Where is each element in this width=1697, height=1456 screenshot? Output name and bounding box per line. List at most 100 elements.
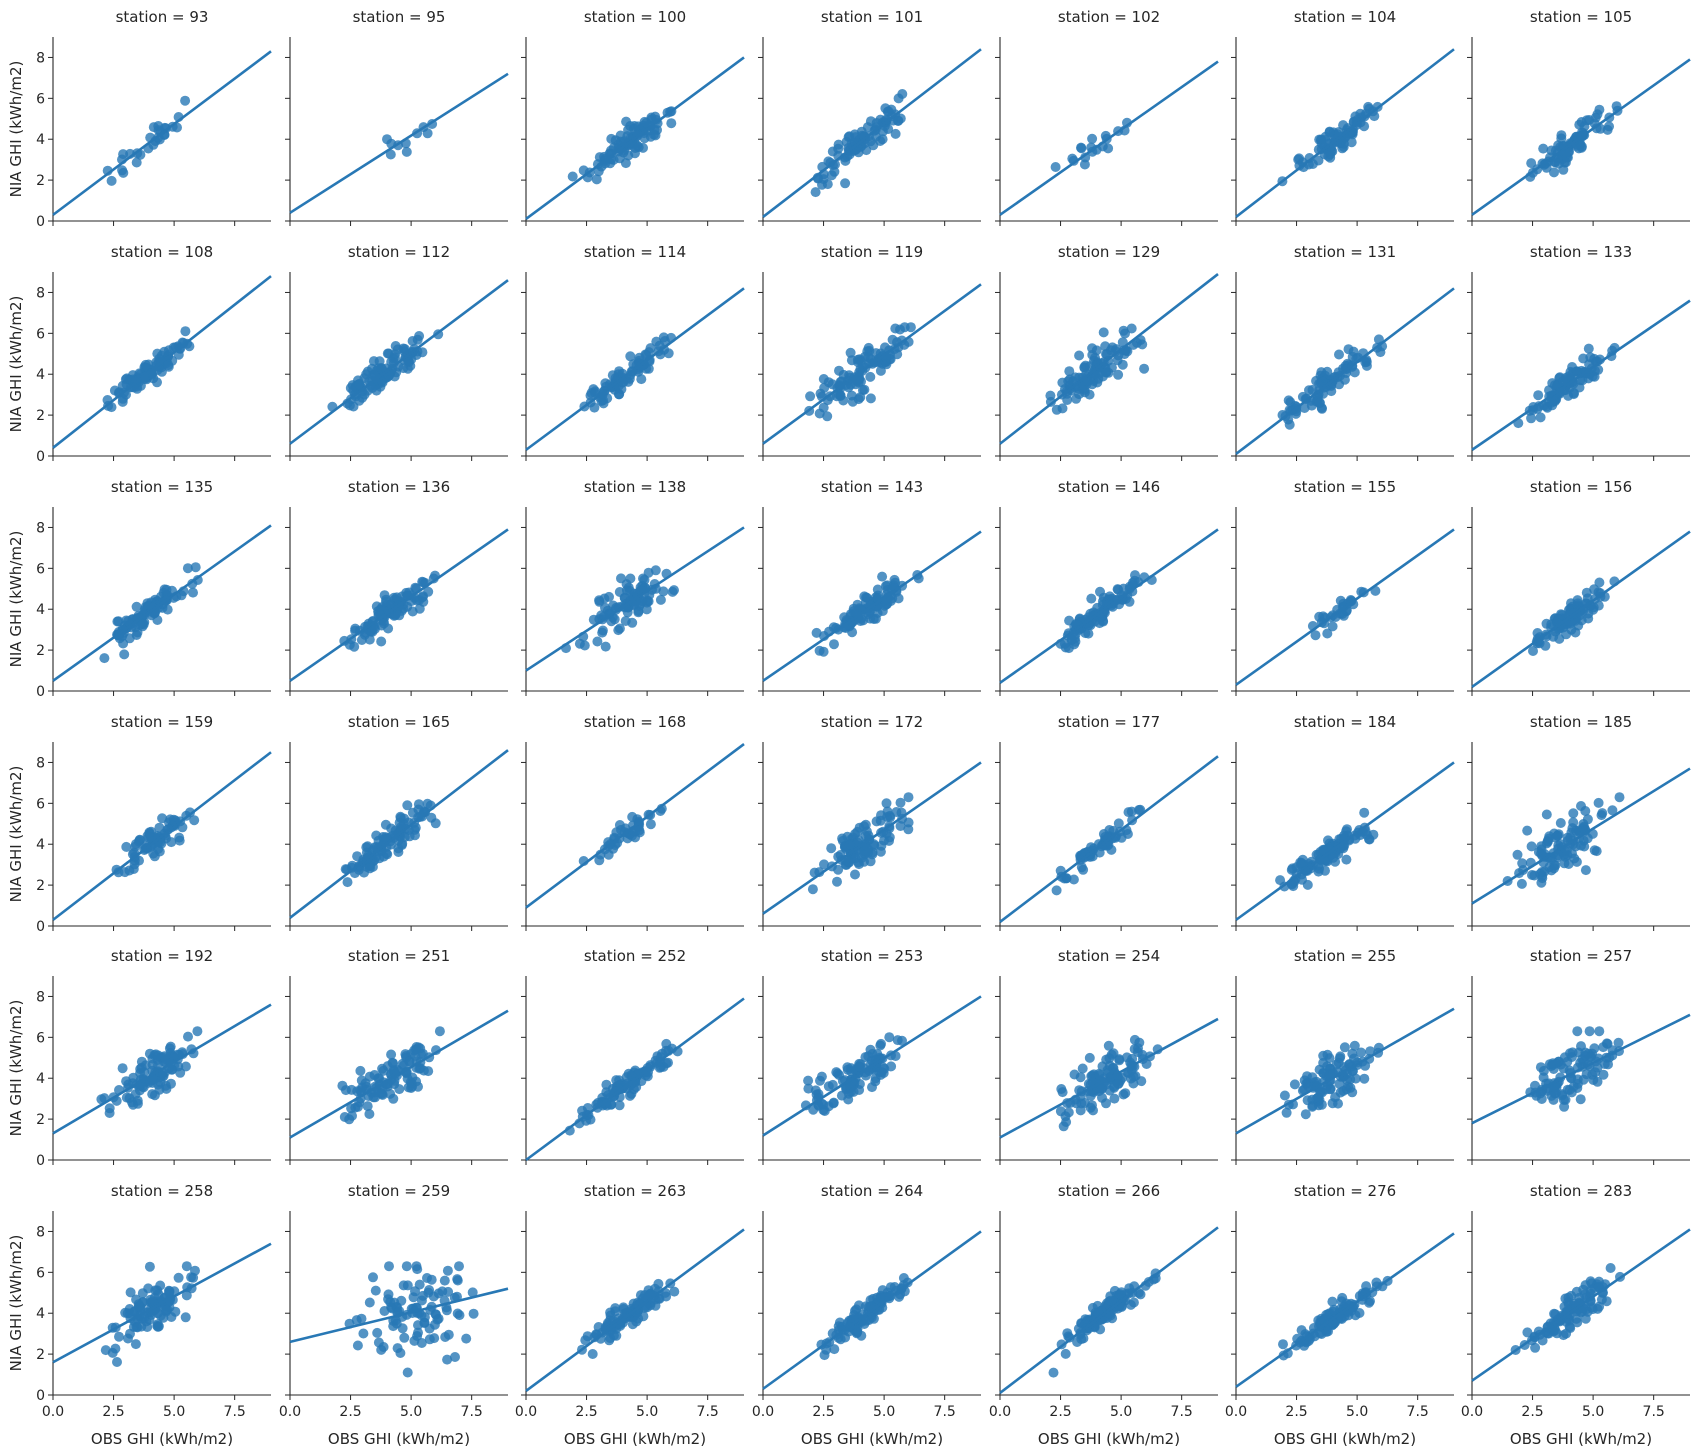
data-point — [1549, 167, 1559, 178]
data-point — [1553, 1056, 1564, 1067]
data-point — [826, 843, 837, 854]
data-point — [1540, 640, 1551, 651]
data-point — [1613, 1037, 1624, 1048]
data-point — [147, 602, 158, 613]
data-point — [1307, 1072, 1318, 1083]
data-point — [110, 1343, 121, 1354]
data-point — [1578, 823, 1589, 834]
regression-line — [762, 530, 982, 682]
data-point — [645, 819, 656, 830]
data-point — [131, 157, 142, 168]
data-point — [1578, 1074, 1589, 1085]
data-point — [404, 831, 415, 842]
data-point — [1516, 878, 1527, 889]
data-point — [372, 1327, 383, 1338]
data-point — [871, 816, 882, 827]
data-point — [154, 822, 165, 833]
data-point — [1592, 356, 1603, 367]
data-point — [164, 1043, 175, 1054]
data-point — [369, 624, 380, 634]
data-point — [827, 1079, 838, 1090]
x-tick-label: 2.5 — [812, 1404, 834, 1420]
data-point — [1117, 359, 1128, 370]
panel-title: station = 266 — [1058, 1182, 1160, 1200]
panel-title: station = 254 — [1058, 947, 1160, 965]
y-tick-label: 8 — [36, 989, 45, 1005]
data-point — [1533, 390, 1544, 401]
data-point — [370, 1285, 381, 1296]
data-point — [614, 623, 625, 634]
data-point — [1086, 593, 1097, 604]
data-point — [1116, 1302, 1127, 1312]
panel-title: station = 264 — [821, 1182, 923, 1200]
data-point — [594, 596, 605, 607]
data-point — [1579, 121, 1590, 132]
data-point — [1350, 1073, 1361, 1084]
data-point — [1113, 369, 1124, 380]
regression-line — [525, 526, 745, 672]
y-tick-label: 2 — [36, 1347, 45, 1363]
data-point — [852, 826, 863, 837]
regression-line — [1471, 530, 1691, 688]
y-tick-label: 6 — [36, 796, 45, 812]
panel-title: station = 165 — [348, 713, 450, 731]
data-point — [1582, 833, 1593, 844]
data-point — [807, 884, 818, 895]
panel: station = 283 0.0 2.5 5.0 7.5 — [1461, 1182, 1691, 1420]
data-point — [124, 1093, 135, 1104]
data-point — [1318, 844, 1329, 855]
data-point — [1141, 1059, 1152, 1069]
data-point — [1604, 121, 1614, 132]
panel-title: station = 276 — [1294, 1182, 1396, 1200]
data-point — [1079, 159, 1090, 170]
data-point — [155, 1310, 166, 1321]
data-point — [636, 374, 647, 385]
panel: station = 100 — [521, 8, 745, 226]
data-point — [1103, 1067, 1114, 1078]
data-point — [1558, 1063, 1569, 1074]
data-point — [1580, 865, 1591, 876]
data-point — [364, 1297, 375, 1308]
data-point — [1110, 831, 1121, 842]
data-point — [452, 1275, 463, 1286]
panel: station = 104 — [1231, 8, 1455, 226]
data-point — [650, 565, 661, 576]
regression-line — [52, 1242, 272, 1364]
data-point — [104, 1108, 115, 1118]
data-point — [117, 380, 128, 391]
data-point — [412, 595, 422, 606]
data-point — [133, 836, 144, 847]
data-point — [885, 1282, 896, 1293]
panel: station = 95 — [285, 8, 509, 226]
data-point — [1113, 584, 1124, 595]
data-point — [827, 379, 838, 390]
data-point — [1333, 1098, 1343, 1109]
data-point — [399, 344, 410, 354]
data-point — [903, 792, 914, 803]
panel: station = 259 0.0 2.5 5.0 7.5 — [279, 1182, 509, 1420]
data-point — [419, 1317, 430, 1328]
data-point — [414, 1279, 425, 1290]
panel: station = 184 — [1231, 713, 1455, 931]
panel-title: station = 93 — [116, 8, 209, 26]
data-point — [1048, 1367, 1059, 1378]
regression-line — [999, 1017, 1219, 1139]
data-point — [385, 1088, 396, 1099]
data-point — [367, 363, 377, 374]
data-point — [882, 580, 893, 591]
data-point — [831, 391, 842, 402]
data-point — [1580, 1047, 1591, 1058]
data-point — [411, 1042, 422, 1052]
panel: station = 129 — [995, 243, 1219, 461]
data-point — [881, 114, 892, 125]
regression-line — [762, 1230, 982, 1390]
regression-line — [762, 761, 982, 915]
data-point — [1569, 388, 1579, 398]
y-tick-label: 8 — [36, 520, 45, 536]
panel: station = 159 0 2 4 6 8 — [36, 713, 272, 935]
data-point — [844, 372, 855, 383]
panel-title: station = 95 — [353, 8, 446, 26]
data-point — [1134, 1037, 1145, 1048]
y-tick-label: 2 — [36, 1112, 45, 1128]
regression-line — [525, 997, 745, 1162]
